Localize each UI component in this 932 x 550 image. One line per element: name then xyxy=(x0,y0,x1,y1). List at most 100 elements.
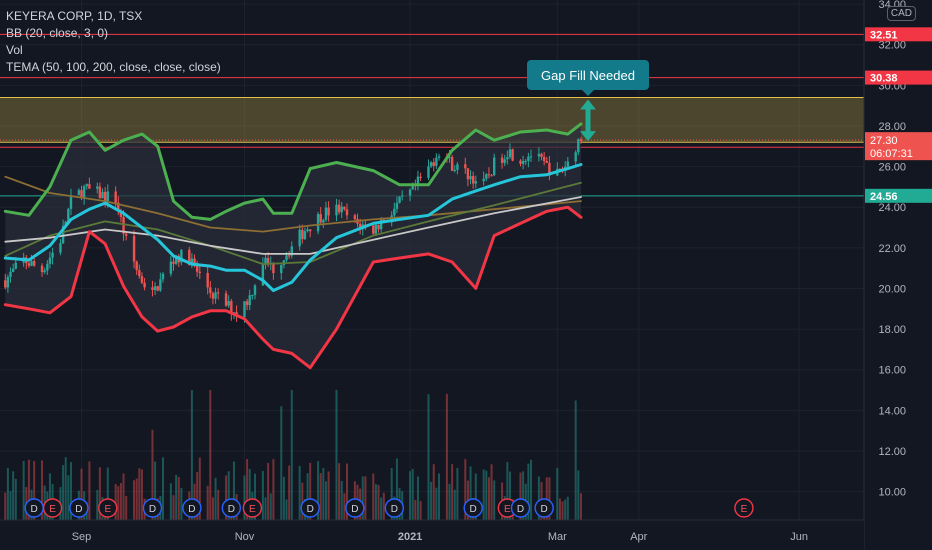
volume-bar xyxy=(317,461,320,520)
event-marker[interactable]: D xyxy=(534,498,554,518)
volume-bar xyxy=(198,457,201,520)
event-marker[interactable]: E xyxy=(42,498,63,518)
event-marker-label: D xyxy=(307,504,314,515)
volume-bar xyxy=(248,468,251,520)
event-marker[interactable]: D xyxy=(300,498,320,518)
price-level-label: 30.38 xyxy=(870,73,898,85)
event-marker[interactable]: D xyxy=(345,498,365,518)
candle-body xyxy=(542,156,546,162)
event-marker-circle xyxy=(300,498,320,518)
price-tick-label: 18.00 xyxy=(878,324,906,336)
candle-body xyxy=(558,168,562,170)
event-marker[interactable]: E xyxy=(98,498,118,518)
candle-body xyxy=(280,264,283,274)
vol-legend[interactable]: Vol xyxy=(6,43,23,57)
candle-body xyxy=(287,255,291,257)
candle-body xyxy=(248,295,251,306)
candle-body xyxy=(46,263,49,271)
volume-bar xyxy=(566,496,569,520)
time-axis[interactable]: Sep Nov 2021 Mar Apr Jun xyxy=(0,519,864,550)
volume-bar xyxy=(372,473,375,520)
price-level-label: 32.51 xyxy=(870,29,898,41)
candle-body xyxy=(448,156,451,159)
bollinger-band-fill xyxy=(5,123,582,368)
volume-bar xyxy=(88,461,91,520)
volume-bar xyxy=(306,473,309,520)
volume-bar xyxy=(122,473,125,520)
indicator-lines xyxy=(3,122,583,370)
candle-body xyxy=(195,264,199,272)
candle-body xyxy=(306,229,309,232)
gap-fill-annotation[interactable]: Gap Fill Needed xyxy=(527,60,649,142)
event-marker-label: E xyxy=(49,504,56,515)
event-marker-circle xyxy=(510,498,531,518)
volume-bar xyxy=(456,467,459,520)
volume-bar xyxy=(482,469,485,520)
candle-body xyxy=(353,215,357,219)
candle-body xyxy=(529,156,533,158)
time-tick-label: Nov xyxy=(235,531,255,543)
candle-body xyxy=(395,202,399,209)
volume-bar xyxy=(80,468,83,520)
candle-body xyxy=(437,156,441,158)
volume-bar xyxy=(14,478,17,520)
volume-bar xyxy=(264,497,267,520)
event-marker[interactable]: D xyxy=(221,498,242,518)
volume-bar xyxy=(493,480,496,520)
event-marker-circle xyxy=(534,498,554,518)
volume-bar xyxy=(290,390,293,520)
event-marker[interactable]: E xyxy=(734,498,754,518)
currency-badge[interactable]: CAD xyxy=(886,6,916,21)
event-marker-label: D xyxy=(541,504,548,515)
symbol-title[interactable]: KEYERA CORP, 1D, TSX xyxy=(6,9,143,23)
candle-body xyxy=(4,280,7,288)
event-markers[interactable]: D E D E D D D E D D D D E DD E xyxy=(24,498,754,518)
volume-bar xyxy=(232,461,235,520)
volume-bar xyxy=(140,469,143,520)
event-marker-label: E xyxy=(741,504,748,515)
volume-bar xyxy=(558,498,561,520)
volume-bar xyxy=(125,495,128,520)
event-marker[interactable]: E xyxy=(242,498,263,518)
event-marker[interactable]: D xyxy=(69,498,89,518)
candle-body xyxy=(59,243,62,253)
gap-zone xyxy=(0,97,864,143)
price-level-tag xyxy=(865,27,932,42)
bb-legend[interactable]: BB (20, close, 3, 0) xyxy=(6,26,109,40)
gap-arrow-up xyxy=(580,99,596,110)
candle-body xyxy=(117,202,120,212)
last-price-value: 27.30 xyxy=(870,135,898,147)
event-marker-circle xyxy=(384,498,405,518)
event-marker[interactable]: D xyxy=(463,498,483,518)
candle-body xyxy=(408,189,412,196)
candle-body xyxy=(30,261,33,266)
candle-body xyxy=(61,225,65,244)
annotation-pointer xyxy=(582,90,594,96)
volume-bar xyxy=(119,482,122,520)
candle-body xyxy=(416,176,420,186)
volume-bar xyxy=(64,457,67,520)
event-marker[interactable]: D xyxy=(510,498,531,518)
volume-bar xyxy=(453,489,456,520)
volume-bar xyxy=(214,477,217,520)
candle-body xyxy=(161,273,165,280)
candle-body xyxy=(82,186,86,199)
candle-body xyxy=(537,153,541,157)
volume-bar xyxy=(267,463,270,520)
price-axis[interactable]: 34.0032.0030.0028.0026.0024.0022.0020.00… xyxy=(863,0,932,550)
event-marker[interactable]: D xyxy=(24,498,44,518)
event-marker[interactable]: D xyxy=(182,498,202,518)
volume-bar xyxy=(196,472,199,520)
volume-bar xyxy=(138,468,141,520)
candle-body xyxy=(106,191,109,202)
tema-legend[interactable]: TEMA (50, 100, 200, close, close, close) xyxy=(6,60,221,74)
candle-body xyxy=(14,262,17,269)
volume-bar xyxy=(48,473,51,520)
volume-bar xyxy=(117,486,120,520)
event-marker[interactable]: D xyxy=(142,498,163,518)
candle-body xyxy=(272,262,275,274)
candle-body xyxy=(98,186,102,199)
event-marker[interactable]: D xyxy=(384,498,405,518)
volume-bar xyxy=(98,467,101,520)
